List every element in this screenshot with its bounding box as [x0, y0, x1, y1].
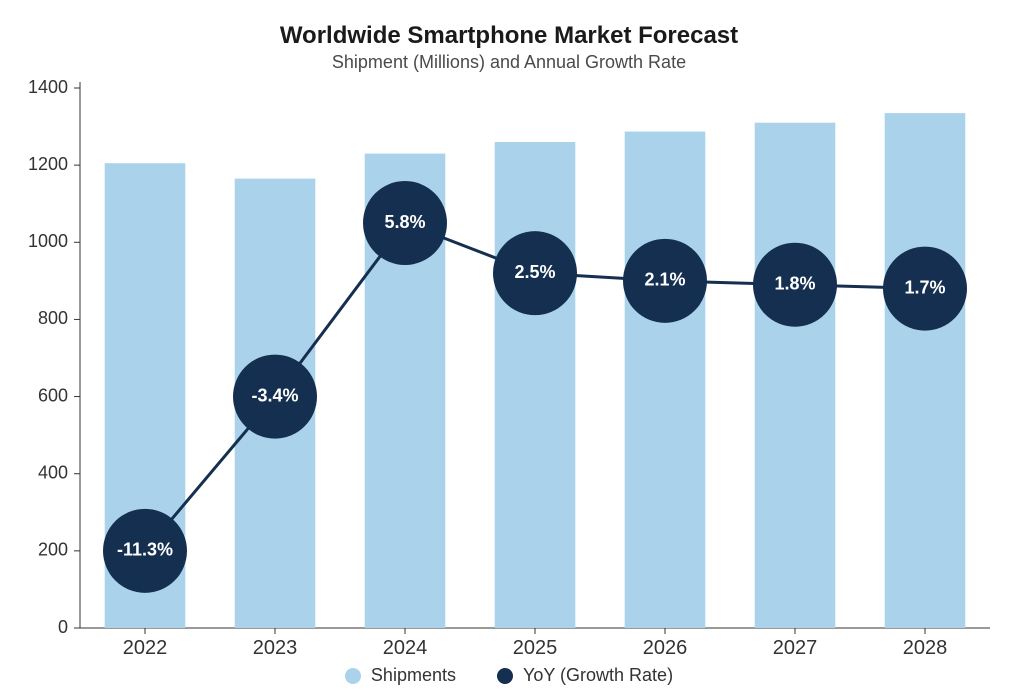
- chart-svg: 0 200 400 600 800 1000 1200 1400 2022 2023 2024 202…: [0, 0, 1018, 660]
- chart-title: Worldwide Smartphone Market Forecast: [0, 22, 1018, 50]
- chart-container: Worldwide Smartphone Market Forecast Shi…: [0, 0, 1018, 697]
- y-tick-label: 1200: [28, 154, 68, 174]
- legend: Shipments YoY (Growth Rate): [0, 665, 1018, 689]
- x-tick-label: 2027: [773, 637, 818, 659]
- y-tick-label: 400: [38, 462, 68, 482]
- growth-marker-label: 2.5%: [514, 262, 555, 282]
- legend-swatch-yoy: [497, 668, 513, 684]
- y-tick-label: 200: [38, 540, 68, 560]
- bar: [495, 142, 576, 628]
- x-tick-label: 2022: [123, 637, 168, 659]
- bar: [625, 132, 706, 628]
- x-tick-label: 2026: [643, 637, 688, 659]
- y-tick-label: 0: [58, 617, 68, 637]
- y-tick-label: 800: [38, 308, 68, 328]
- y-tick-label: 1000: [28, 231, 68, 251]
- x-tick-label: 2024: [383, 637, 428, 659]
- x-tick-label: 2025: [513, 637, 558, 659]
- growth-marker-label: -3.4%: [251, 385, 298, 405]
- legend-label-shipments: Shipments: [371, 665, 456, 686]
- x-tick-label: 2028: [903, 637, 948, 659]
- y-tick-label: 600: [38, 385, 68, 405]
- growth-marker-label: -11.3%: [117, 540, 173, 560]
- x-tick-label: 2023: [253, 637, 298, 659]
- growth-marker-label: 1.7%: [904, 277, 945, 297]
- bar: [885, 113, 966, 628]
- growth-marker-label: 1.8%: [774, 273, 815, 293]
- growth-marker-label: 2.1%: [644, 270, 685, 290]
- legend-item-yoy: YoY (Growth Rate): [497, 665, 673, 686]
- growth-marker-label: 5.8%: [384, 212, 425, 232]
- legend-item-shipments: Shipments: [345, 665, 456, 686]
- chart-subtitle: Shipment (Millions) and Annual Growth Ra…: [0, 52, 1018, 73]
- legend-swatch-shipments: [345, 668, 361, 684]
- legend-label-yoy: YoY (Growth Rate): [523, 665, 673, 686]
- bar: [755, 123, 836, 628]
- y-tick-label: 1400: [28, 77, 68, 97]
